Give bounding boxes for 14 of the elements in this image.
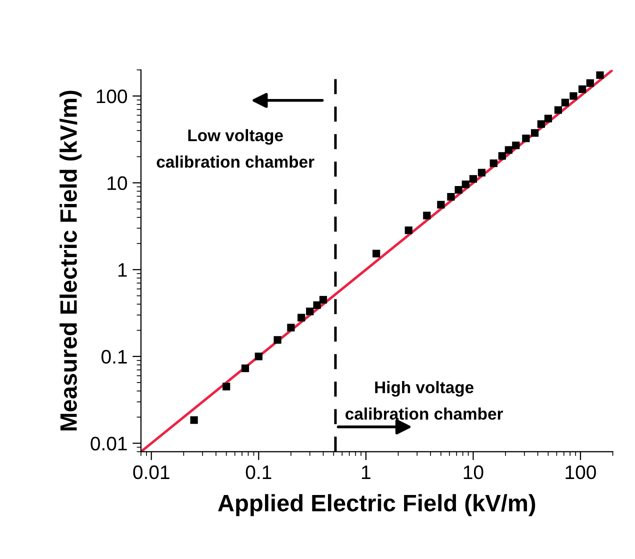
x-tick-label: 0.1 [246,465,272,480]
y-axis-title: Measured Electric Field (kV/m) [60,90,82,430]
y-tick-label: 1 [118,263,127,277]
annotation: High voltage calibration chamber [346,381,503,420]
x-tick-label: 100 [566,465,596,480]
y-tick-label: 0.1 [102,350,127,364]
x-tick-label: 10 [464,465,484,480]
x-tick-label: 1 [362,466,370,479]
y-tick-label: 10 [108,176,128,190]
y-tick-label: 0.01 [90,436,127,450]
annotation: Low voltage calibration chamber [156,129,314,168]
y-tick-label: 100 [96,89,128,104]
x-axis-title: Applied Electric Field (kV/m) [218,494,536,516]
x-tick-label: 0.01 [133,465,170,480]
